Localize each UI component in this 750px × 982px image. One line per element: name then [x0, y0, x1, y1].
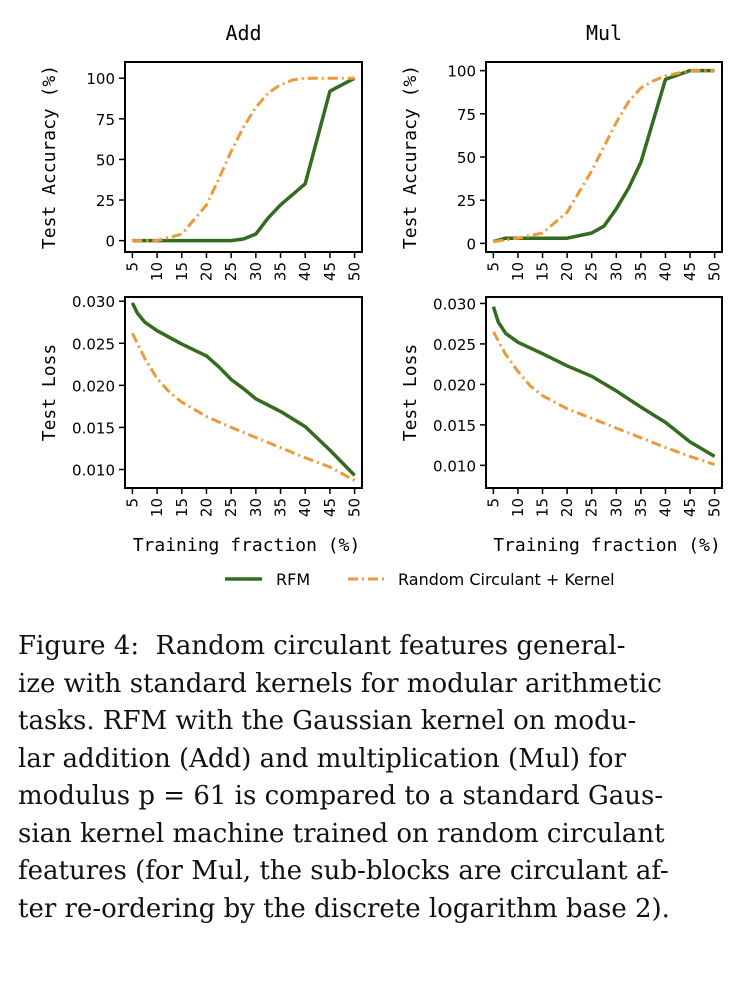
add-accuracy-ytick-label: 25	[96, 192, 115, 210]
mul-accuracy-ytick-label: 25	[457, 192, 476, 210]
add-accuracy-ytick-label: 75	[96, 111, 115, 129]
mul-accuracy-xtick-label: 50	[706, 262, 724, 281]
mul-loss-ytick-label: 0.025	[433, 336, 476, 354]
mul-loss-xtick-label: 10	[509, 498, 527, 517]
mul-accuracy-xtick-label: 35	[632, 262, 650, 281]
add-loss-ytick-label: 0.020	[72, 377, 115, 395]
mul-accuracy-title: Mul	[586, 21, 622, 45]
caption-line-7: features (for Mul, the sub-blocks are ci…	[18, 856, 669, 886]
legend: RFM Random Circulant + Kernel	[225, 570, 615, 589]
mul-accuracy-series-rfm	[492, 68, 715, 244]
mul-accuracy-chart: 0 25 50 75 100 5 10 15 20 25 30 35 40 45 50 Test Accura…	[400, 21, 724, 281]
mul-accuracy-series-random-circulant	[493, 69, 715, 244]
add-accuracy-chart: 0 25 50 75 100 5 10 15 20 25 30 35 40 45 50 Test Accura…	[39, 21, 364, 281]
add-accuracy-xtick-label: 15	[173, 262, 191, 281]
mul-accuracy-ytick-label: 0	[466, 235, 476, 253]
add-accuracy-ytick-label: 100	[86, 70, 115, 88]
add-loss-ytick-label: 0.010	[72, 461, 115, 479]
caption-line-1-text: Random circulant features general-	[155, 631, 626, 661]
caption-line-2: ize with standard kernels for modular ar…	[18, 668, 662, 699]
mul-loss-ylabel: Test Loss	[400, 344, 421, 442]
add-loss-xtick-label: 25	[222, 498, 240, 517]
add-accuracy-xtick-label: 20	[197, 262, 215, 281]
mul-loss-xtick-label: 50	[706, 498, 724, 517]
add-loss-chart: 0.010 0.015 0.020 0.025 0.030 5 10 15 20 25 30 35 40…	[39, 293, 364, 556]
mul-loss-chart: 0.010 0.015 0.020 0.025 0.030 5 10 15 20 25 30 35 40…	[400, 295, 724, 556]
mul-loss-ytick-label: 0.030	[433, 295, 476, 313]
mul-loss-xtick-label: 15	[534, 498, 552, 517]
caption-label: Figure 4:	[18, 631, 140, 661]
mul-accuracy-xtick-label: 10	[509, 262, 527, 281]
add-accuracy-xtick-label: 40	[296, 262, 314, 281]
add-accuracy-frame	[124, 61, 363, 253]
caption-line-5: modulus p = 61 is compared to a standard…	[18, 781, 664, 811]
add-loss-ytick-label: 0.025	[72, 335, 115, 353]
mul-loss-frame	[485, 296, 723, 489]
add-loss-ylabel: Test Loss	[39, 344, 60, 442]
add-loss-xtick-label: 45	[321, 498, 339, 517]
add-loss-xtick-label: 40	[296, 498, 314, 517]
add-loss-series-random-circulant	[131, 332, 356, 482]
add-accuracy-series-random-circulant	[132, 76, 355, 243]
add-accuracy-ytick-label: 50	[96, 151, 115, 169]
mul-loss-xtick-label: 35	[632, 498, 650, 517]
mul-loss-series-rfm	[491, 306, 716, 458]
mul-loss-ytick-label: 0.020	[433, 376, 476, 394]
mul-accuracy-ylabel: Test Accuracy (%)	[400, 65, 421, 249]
figure-caption: Figure 4: Random circulant features gene…	[18, 628, 736, 928]
mul-accuracy-xtick-label: 5	[484, 262, 502, 272]
mul-accuracy-ytick-label: 50	[457, 149, 476, 167]
mul-accuracy-xtick-label: 45	[681, 262, 699, 281]
mul-accuracy-xtick-label: 15	[534, 262, 552, 281]
mul-accuracy-xtick-label: 40	[656, 262, 674, 281]
mul-accuracy-ytick-label: 75	[457, 106, 476, 124]
legend-label-rfm: RFM	[276, 570, 310, 589]
mul-accuracy-xtick-label: 20	[558, 262, 576, 281]
add-loss-xtick-label: 20	[197, 498, 215, 517]
add-loss-ytick-label: 0.030	[72, 293, 115, 311]
caption-line-3: tasks. RFM with the Gaussian kernel on m…	[18, 706, 637, 736]
add-loss-xtick-label: 5	[123, 498, 141, 508]
add-loss-xtick-label: 15	[173, 498, 191, 517]
add-loss-xtick-label: 30	[247, 498, 265, 517]
caption-line-4: lar addition (Add) and multiplication (M…	[18, 743, 626, 774]
add-accuracy-ylabel: Test Accuracy (%)	[39, 65, 60, 249]
mul-loss-xtick-label: 5	[484, 498, 502, 508]
mul-loss-ytick-label: 0.015	[433, 417, 476, 435]
add-accuracy-xtick-label: 10	[148, 262, 166, 281]
add-accuracy-xtick-label: 45	[321, 262, 339, 281]
mul-accuracy-xtick-label: 25	[583, 262, 601, 281]
caption-line-6: sian kernel machine trained on random ci…	[18, 818, 665, 849]
add-loss-frame	[124, 296, 363, 489]
mul-loss-series-random-circulant	[492, 331, 716, 466]
add-loss-xtick-label: 10	[148, 498, 166, 517]
mul-loss-ytick-label: 0.010	[433, 457, 476, 475]
add-accuracy-xtick-label: 50	[346, 262, 364, 281]
add-loss-xtick-label: 35	[272, 498, 290, 517]
add-loss-series-rfm	[130, 302, 356, 477]
add-accuracy-xtick-label: 5	[123, 262, 141, 272]
mul-accuracy-ytick-label: 100	[447, 63, 476, 81]
add-accuracy-xtick-label: 30	[247, 262, 265, 281]
mul-loss-xtick-label: 30	[607, 498, 625, 517]
add-accuracy-series-rfm	[132, 76, 356, 243]
mul-loss-xtick-label: 20	[558, 498, 576, 517]
add-accuracy-title: Add	[225, 21, 261, 45]
add-loss-xlabel: Training fraction (%)	[133, 535, 361, 556]
mul-accuracy-xtick-label: 30	[607, 262, 625, 281]
mul-loss-xtick-label: 25	[583, 498, 601, 517]
caption-line-1: Figure 4: Random circulant features gene…	[18, 628, 736, 666]
add-accuracy-xtick-label: 35	[272, 262, 290, 281]
add-loss-ytick-label: 0.015	[72, 419, 115, 437]
mul-loss-xtick-label: 40	[656, 498, 674, 517]
mul-loss-xlabel: Training fraction (%)	[493, 535, 721, 556]
add-accuracy-xtick-label: 25	[222, 262, 240, 281]
add-accuracy-ytick-label: 0	[105, 233, 115, 251]
legend-label-random-circulant: Random Circulant + Kernel	[398, 570, 615, 589]
caption-line-8: ter re-ordering by the discrete logarith…	[18, 893, 670, 924]
add-loss-xtick-label: 50	[346, 498, 364, 517]
mul-loss-xtick-label: 45	[681, 498, 699, 517]
